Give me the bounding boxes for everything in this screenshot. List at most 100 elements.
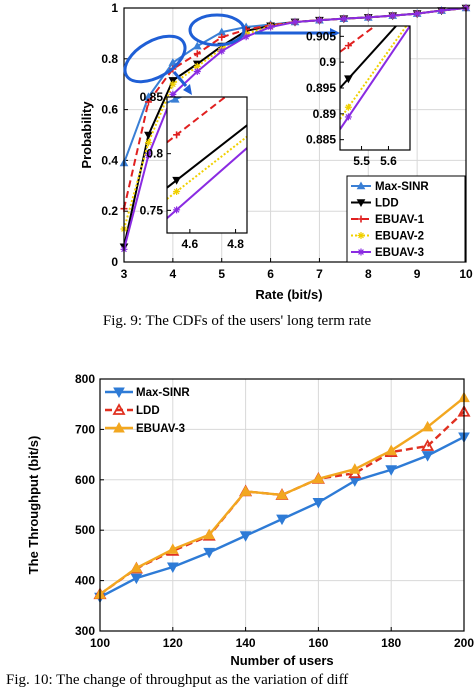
- legend-label: EBUAV-1: [375, 214, 425, 226]
- legend-marker: [113, 387, 125, 399]
- legend-entry-ldd: LDD: [105, 403, 160, 417]
- data-point: [144, 98, 152, 106]
- inset-x-tick-label: 4.6: [182, 237, 199, 251]
- inset-y-tick-label: 0.85: [140, 90, 164, 104]
- x-tick-label: 8: [365, 267, 372, 281]
- x-tick-label: 5: [218, 267, 225, 281]
- data-point: [193, 50, 201, 58]
- inset-y-tick-label: 0.885: [306, 133, 336, 147]
- zoom-arrow-2-head: [330, 28, 340, 38]
- inset-line-ebuav-2: [340, 26, 408, 120]
- x-tick-label: 180: [381, 636, 401, 650]
- inset-point-ebuav-1: [344, 42, 352, 50]
- legend-label: Max-SINR: [136, 387, 190, 399]
- zoom-ellipse-1: [123, 34, 187, 84]
- data-point: [364, 13, 372, 21]
- data-point: [203, 547, 216, 559]
- inset-point-ebuav-3: [344, 113, 352, 121]
- inset-y-tick-label: 0.895: [306, 81, 336, 95]
- x-tick-label: 120: [163, 636, 183, 650]
- inset-x-tick-label: 5.5: [353, 154, 370, 168]
- y-tick-label: 0: [111, 255, 118, 269]
- data-point: [385, 465, 398, 476]
- y-tick-label: 0.2: [101, 204, 118, 218]
- data-point: [276, 488, 288, 500]
- legend: Max-SINR LDD EBUAV-3: [105, 387, 190, 435]
- legend: Max-SINR LDD EBUAV-1 EBUAV-2 EBUAV-3: [346, 175, 466, 263]
- series-ebuav-3: [94, 391, 470, 599]
- data-point: [421, 451, 434, 462]
- legend-entry-ldd: LDD: [351, 198, 399, 210]
- data-point: [166, 543, 179, 554]
- data-point: [166, 562, 179, 574]
- x-tick-label: 4: [170, 267, 177, 281]
- data-point: [348, 476, 361, 487]
- inset-y-tick-label: 0.75: [140, 203, 164, 217]
- y-tick-label: 400: [75, 574, 95, 588]
- inset-point-ebuav-3: [173, 206, 181, 214]
- legend-marker: [357, 215, 365, 223]
- legend-entry-ebuav-3: EBUAV-3: [105, 421, 185, 435]
- series-max-sinr: [94, 432, 470, 604]
- legend-label: Max-SINR: [375, 181, 429, 193]
- figure-10-caption: Fig. 10: The change of throughput as the…: [6, 672, 349, 688]
- inset-y-tick-label: 0.905: [306, 29, 336, 43]
- data-point: [348, 463, 361, 474]
- data-point: [130, 561, 143, 573]
- y-tick-label: 0.6: [101, 103, 118, 117]
- data-point: [218, 47, 226, 55]
- inset-point-max-sinr: [170, 97, 180, 103]
- zoom-arrow-1-head: [183, 84, 192, 95]
- inset-line-max-sinr: [167, 97, 184, 104]
- legend-marker: [357, 248, 365, 256]
- data-point: [312, 472, 325, 484]
- legend-label: EBUAV-3: [136, 423, 185, 435]
- cdf-chart: 3 4 5 6 7 8 9 10 0 0.2 0.4 0.6 0.8 1 4.6 4.8 0.75 0.8 0.85…: [79, 1, 473, 302]
- inset-point-ldd: [172, 176, 181, 185]
- inset-line-ebuav-3: [340, 26, 410, 130]
- legend-marker: [113, 421, 125, 433]
- y-tick-label: 0.8: [101, 52, 118, 66]
- data-point: [144, 139, 152, 147]
- x-tick-label: 9: [414, 267, 421, 281]
- legend-entry-max-sinr: Max-SINR: [351, 181, 429, 193]
- x-tick-label: 10: [459, 267, 473, 281]
- y-tick-label: 1: [111, 1, 118, 15]
- legend-label: EBUAV-3: [375, 247, 424, 259]
- legend-marker: [356, 199, 366, 208]
- data-point: [340, 15, 348, 23]
- data-point: [385, 444, 398, 456]
- inset-1: 4.6 4.8 0.75 0.8 0.85: [140, 90, 248, 251]
- x-axis-label: Number of users: [230, 653, 333, 668]
- data-point: [438, 7, 446, 15]
- y-tick-label: 500: [75, 523, 95, 537]
- y-tick-label: 300: [75, 624, 95, 638]
- y-axis-label: Probability: [79, 101, 94, 169]
- data-point: [242, 33, 250, 41]
- data-point: [312, 497, 325, 509]
- inset-line-ldd: [340, 26, 398, 89]
- inset-point-ebuav-1: [173, 131, 181, 139]
- data-point: [169, 80, 177, 88]
- data-point: [239, 485, 252, 496]
- inset-2: 5.5 5.6 0.885 0.89 0.895 0.9 0.905: [306, 25, 411, 168]
- plot-frame: [123, 7, 467, 263]
- inset-line-ebuav-3: [167, 147, 247, 220]
- data-point: [130, 573, 143, 585]
- y-tick-label: 700: [75, 422, 95, 436]
- zoom-ellipse-2: [188, 13, 246, 47]
- data-point: [144, 151, 152, 159]
- legend-marker: [112, 403, 126, 415]
- inset-line-ebuav-2: [167, 135, 247, 200]
- data-point: [421, 420, 434, 432]
- y-axis-label: The Throughput (bit/s): [26, 436, 41, 575]
- data-point: [193, 68, 201, 75]
- legend-label: LDD: [136, 405, 160, 417]
- x-tick-label: 200: [454, 636, 474, 650]
- data-point: [421, 439, 435, 451]
- inset-line-ebuav-1: [340, 26, 377, 53]
- legend-marker: [357, 232, 365, 239]
- data-point: [315, 16, 323, 24]
- inset-line-ebuav-1: [167, 97, 227, 144]
- inset-lines: [340, 26, 410, 130]
